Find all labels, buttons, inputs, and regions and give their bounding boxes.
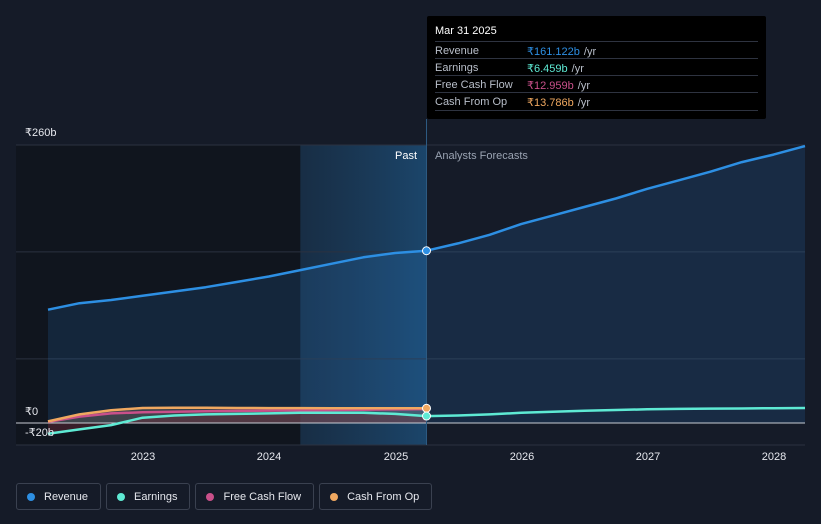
legend-label: Cash From Op [347,490,420,503]
tooltip-label: Earnings [435,62,479,74]
free-cash-flow-dot-icon [206,492,215,501]
legend-item-earnings[interactable]: Earnings [106,483,191,510]
x-tick-label-2026: 2026 [509,451,535,463]
legend-label: Earnings [134,490,178,503]
tooltip-value: ₹161.122b/yr [527,46,597,58]
tooltip-value: ₹12.959b/yr [527,80,590,92]
x-tick-label-2028: 2028 [761,451,787,463]
revenue-marker [422,246,431,256]
legend-item-free-cash-flow[interactable]: Free Cash Flow [195,483,315,510]
x-tick-label-2024: 2024 [256,451,282,463]
revenue-dot-icon [27,492,35,501]
x-tick-label-2023: 2023 [130,451,156,463]
past-region-label: Past [395,150,418,162]
tooltip-row-cash-from-op: Cash From Op ₹13.786b/yr [435,92,758,111]
legend-label: Revenue [44,490,89,503]
x-tick-label-2025: 2025 [383,451,409,463]
past-background [16,145,301,445]
cash-from-op-dot-icon [330,492,339,501]
cash-from-op-marker [422,403,431,413]
free-cash-flow-line [47,407,427,424]
data-tooltip: Mar 31 2025 Revenue ₹161.122b/yr Earning… [427,16,766,119]
earnings-dot-icon [117,492,126,501]
tooltip-row-earnings: Earnings ₹6.459b/yr [435,58,758,76]
chart-legend: Revenue Earnings Free Cash Flow Cash Fro… [16,483,433,510]
y-tick-label-min: -₹20b [25,427,55,439]
y-tick-label-zero: ₹0 [25,406,39,418]
tooltip-row-revenue: Revenue ₹161.122b/yr [435,41,758,59]
x-tick-label-2027: 2027 [635,451,661,463]
tooltip-value: ₹13.786b/yr [527,97,590,109]
legend-label: Free Cash Flow [223,490,302,503]
y-tick-label-top: ₹260b [25,127,57,139]
tooltip-label: Free Cash Flow [435,79,513,91]
forecast-region-label: Analysts Forecasts [435,150,528,162]
highlight-band [300,145,427,445]
tooltip-label: Cash From Op [435,96,508,108]
tooltip-label: Revenue [435,45,480,57]
cash-from-op-line [47,406,427,423]
legend-item-revenue[interactable]: Revenue [16,483,102,510]
tooltip-row-free-cash-flow: Free Cash Flow ₹12.959b/yr [435,75,758,93]
earnings-marker [422,411,431,421]
legend-item-cash-from-op[interactable]: Cash From Op [319,483,433,510]
tooltip-date: Mar 31 2025 [435,25,497,37]
tooltip-value: ₹6.459b/yr [527,63,584,75]
